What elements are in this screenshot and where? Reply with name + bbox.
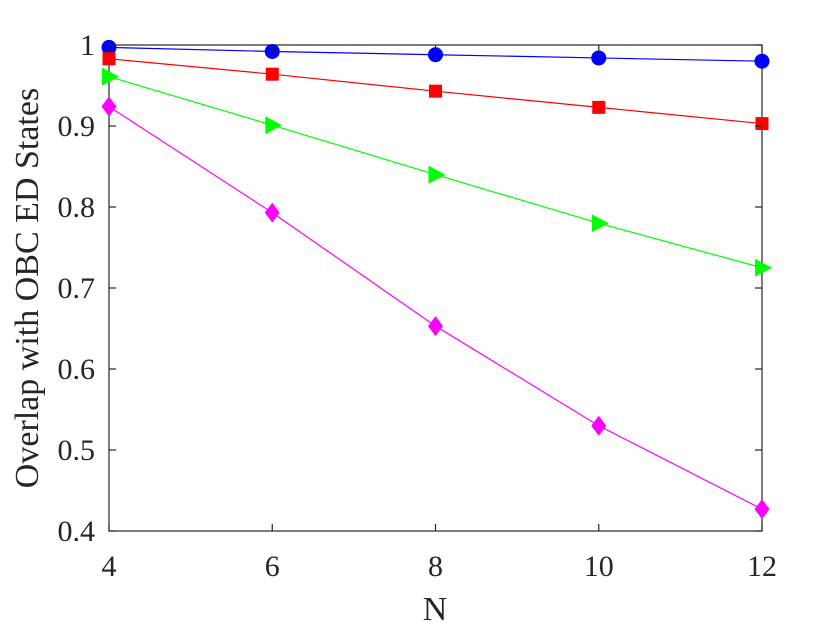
data-point-square — [102, 52, 116, 66]
x-tick-label: 8 — [428, 550, 443, 583]
data-point-triangle — [102, 67, 119, 86]
series-layer — [101, 39, 772, 520]
data-point-square — [265, 67, 279, 81]
y-axis: 0.4 0.5 0.6 0.7 0.8 0.9 1 — [58, 29, 762, 548]
data-point-circle — [754, 53, 770, 69]
y-tick-label: 1 — [80, 29, 95, 62]
x-tick-label: 10 — [584, 550, 614, 583]
x-axis: 4 6 8 10 12 — [102, 45, 777, 583]
data-point-diamond — [591, 415, 607, 436]
data-point-square — [429, 84, 442, 98]
data-point-triangle — [755, 258, 772, 277]
data-point-square — [592, 100, 606, 114]
data-point-triangle — [591, 214, 609, 233]
y-axis-title: Overlap with OBC ED States — [9, 88, 46, 488]
data-point-circle — [591, 50, 607, 66]
x-axis-title: N — [423, 591, 448, 628]
data-point-diamond — [754, 499, 770, 520]
data-point-diamond — [101, 96, 117, 117]
data-point-triangle — [265, 116, 283, 135]
x-tick-label: 12 — [747, 550, 777, 583]
y-tick-label: 0.5 — [58, 434, 96, 467]
data-point-circle — [428, 47, 443, 63]
data-point-triangle — [428, 165, 446, 184]
x-tick-label: 4 — [102, 550, 117, 583]
data-point-diamond — [264, 202, 280, 223]
y-tick-label: 0.7 — [58, 272, 96, 305]
y-tick-label: 0.8 — [58, 191, 96, 224]
y-tick-label: 0.9 — [58, 110, 96, 143]
y-tick-label: 0.4 — [58, 515, 96, 548]
plot-area — [108, 44, 763, 532]
y-tick-label: 0.6 — [58, 353, 96, 386]
x-tick-label: 6 — [265, 550, 280, 583]
data-point-square — [755, 117, 769, 131]
data-point-diamond — [428, 316, 443, 337]
